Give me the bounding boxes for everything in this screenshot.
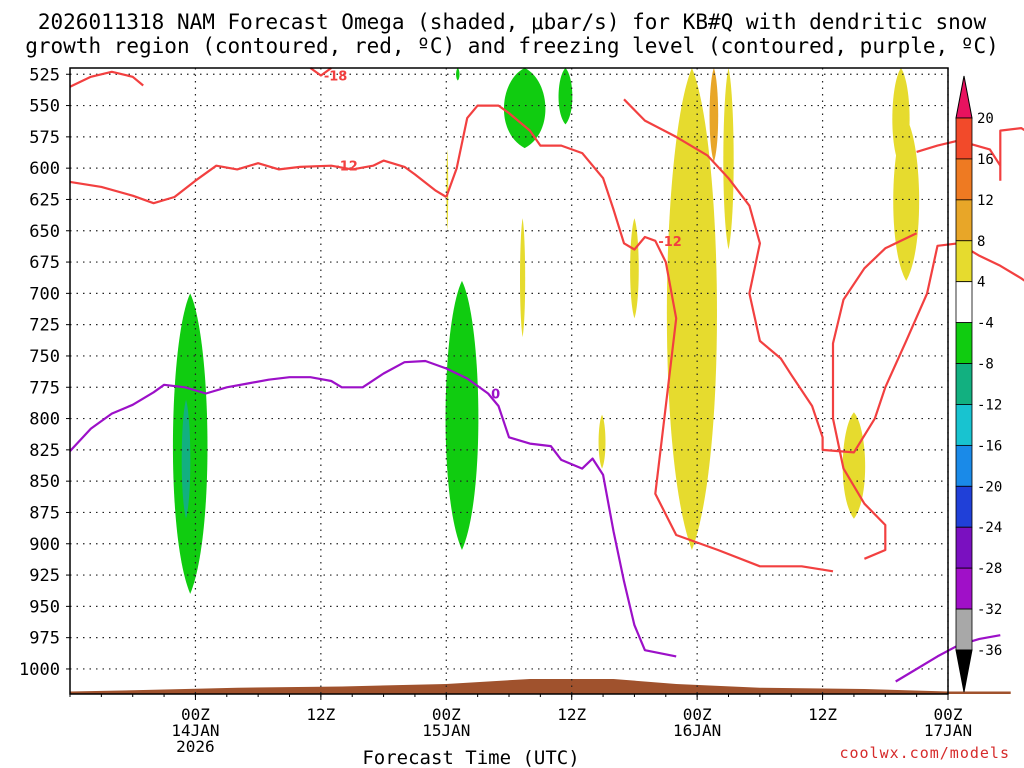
- contour-line: [999, 127, 1024, 181]
- colorbar-box: [955, 322, 973, 364]
- chart-title-line-2: growth region (contoured, red, ºC) and f…: [25, 34, 999, 58]
- omega-shade-region: [558, 68, 573, 125]
- contour-line: [445, 104, 834, 573]
- colorbar-box: [955, 117, 973, 160]
- y-tick-label: 625: [29, 190, 60, 210]
- colorbar-label: 8: [977, 234, 985, 250]
- contour-label: -18: [324, 70, 348, 85]
- omega-shade-region: [893, 118, 920, 281]
- colorbar-box: [955, 404, 973, 446]
- y-tick-label: 775: [29, 378, 60, 398]
- colorbar-box: [955, 444, 973, 487]
- colorbar-box: [955, 608, 973, 651]
- omega-shade-region: [630, 218, 639, 319]
- x-tick-label: 12Z: [557, 705, 586, 724]
- x-tick-sublabel: 15JAN: [422, 721, 470, 740]
- contour-line: [623, 98, 1024, 454]
- colorbar-label: 12: [977, 193, 994, 209]
- y-tick-label: 700: [29, 284, 60, 304]
- contour-line: [831, 232, 918, 560]
- colorbar-box: [955, 485, 973, 528]
- y-tick-label: 525: [29, 65, 60, 85]
- y-tick-label: 825: [29, 441, 60, 461]
- contour-label: -12: [334, 160, 358, 175]
- contour-line: [309, 67, 332, 77]
- y-tick-label: 925: [29, 566, 60, 586]
- omega-shade-region: [456, 68, 460, 81]
- colorbar-box: [955, 199, 973, 242]
- colorbar-box: [955, 363, 973, 405]
- x-tick-label: 12Z: [808, 705, 837, 724]
- y-tick-label: 800: [29, 410, 60, 430]
- chart-title-line-1: 2026011318 NAM Forecast Omega (shaded, μ…: [37, 10, 987, 34]
- omega-shade-region: [181, 399, 191, 519]
- credit-text: coolwx.com/models: [839, 744, 1010, 762]
- y-tick-label: 650: [29, 222, 60, 242]
- colorbar-box: [955, 158, 973, 201]
- omega-shade-region: [446, 149, 449, 231]
- y-tick-label: 750: [29, 347, 60, 367]
- colorbar-label: -36: [977, 643, 1002, 659]
- omega-shade-region: [445, 280, 479, 551]
- y-tick-label: 600: [29, 159, 60, 179]
- y-tick-label: 1000: [19, 660, 60, 680]
- colorbar-label: 4: [977, 275, 985, 291]
- y-tick-label: 950: [29, 597, 60, 617]
- contour-line: [69, 359, 677, 658]
- x-tick-label: 12Z: [306, 705, 335, 724]
- colorbar-arrow-bottom: [955, 649, 973, 693]
- omega-shade-region: [709, 68, 719, 162]
- terrain-fill: [70, 678, 1011, 694]
- y-tick-label: 875: [29, 503, 60, 523]
- x-tick-sublabel: 17JAN: [924, 721, 972, 740]
- x-tick-label: 00Z: [181, 705, 210, 724]
- omega-shade-region: [519, 218, 526, 338]
- y-tick-label: 575: [29, 128, 60, 148]
- omega-shade-region: [503, 68, 546, 149]
- colorbar-label: -20: [977, 479, 1002, 495]
- colorbar-label: -12: [977, 397, 1002, 413]
- contour-line: [69, 70, 144, 88]
- colorbar-label: -32: [977, 602, 1002, 618]
- colorbar-box: [955, 526, 973, 569]
- colorbar-box: [955, 567, 973, 610]
- colorbar-label: -16: [977, 438, 1002, 454]
- omega-shade-region: [172, 293, 208, 594]
- x-tick-label: 00Z: [934, 705, 963, 724]
- x-tick-label: 00Z: [432, 705, 461, 724]
- x-axis-label: Forecast Time (UTC): [362, 747, 579, 768]
- colorbar-label: -24: [977, 520, 1002, 536]
- y-tick-label: 975: [29, 629, 60, 649]
- y-tick-label: 550: [29, 97, 60, 117]
- colorbar-label: -8: [977, 357, 994, 373]
- y-tick-label: 900: [29, 535, 60, 555]
- colorbar-label: -28: [977, 561, 1002, 577]
- omega-shade-region: [598, 414, 606, 469]
- omega-shade-region: [723, 68, 734, 250]
- colorbar-box: [955, 240, 973, 283]
- contour-line: [69, 159, 447, 205]
- colorbar-label: 16: [977, 152, 994, 168]
- y-tick-label: 725: [29, 316, 60, 336]
- x-tick-sublabel: 2026: [176, 737, 215, 756]
- colorbar-label: 20: [977, 111, 994, 127]
- y-tick-label: 850: [29, 472, 60, 492]
- contour-label: -12: [658, 235, 682, 250]
- colorbar-arrow-top: [955, 75, 973, 119]
- contour-label: 0: [491, 388, 500, 403]
- omega-shade-region: [666, 68, 717, 551]
- x-tick-label: 00Z: [683, 705, 712, 724]
- y-tick-label: 675: [29, 253, 60, 273]
- colorbar-box: [955, 281, 973, 324]
- omega-shade-region: [842, 412, 866, 519]
- colorbar-label: -4: [977, 316, 994, 332]
- x-tick-sublabel: 16JAN: [673, 721, 721, 740]
- x-tick-sublabel: 14JAN: [171, 721, 219, 740]
